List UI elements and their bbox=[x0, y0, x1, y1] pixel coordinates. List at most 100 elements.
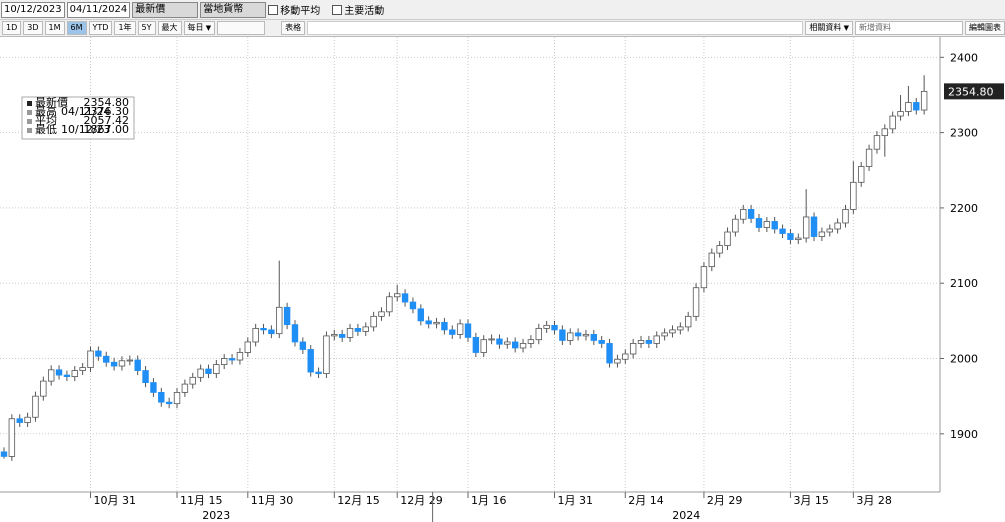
candle-body bbox=[795, 237, 802, 240]
candle-body bbox=[433, 321, 440, 325]
candle-body bbox=[299, 341, 307, 350]
candle-body bbox=[63, 374, 71, 377]
legend-date: 04/11/24 bbox=[61, 105, 110, 118]
candle-body bbox=[787, 233, 794, 240]
candle-body bbox=[394, 293, 401, 298]
period-button[interactable]: 5Y bbox=[137, 21, 156, 35]
candle-body bbox=[810, 216, 818, 237]
candle-body bbox=[873, 135, 881, 150]
candle-body bbox=[150, 382, 157, 393]
x-tick-label: 12月 15 bbox=[337, 494, 380, 507]
period-button[interactable]: 1M bbox=[44, 21, 65, 35]
table-button[interactable]: 表格 bbox=[281, 21, 306, 35]
moving-average[interactable]: 移動平均 bbox=[268, 2, 320, 17]
candle-body bbox=[614, 358, 621, 364]
candle-body bbox=[598, 340, 605, 344]
start-date[interactable]: 10/12/2023 bbox=[1, 1, 65, 18]
candle-body bbox=[700, 266, 708, 289]
candle-body bbox=[606, 343, 613, 364]
period-button[interactable]: 最大 bbox=[157, 21, 182, 35]
candle-body bbox=[622, 353, 629, 360]
frequency[interactable]: 每日 bbox=[183, 21, 216, 35]
period-button[interactable]: 1D bbox=[2, 21, 22, 35]
legend-icon bbox=[27, 101, 32, 106]
y-tick-label: 2100 bbox=[950, 277, 978, 290]
candle-body bbox=[582, 334, 590, 337]
candle-body bbox=[338, 334, 346, 338]
candle-body bbox=[834, 222, 841, 230]
legend-label: 最低 bbox=[35, 123, 57, 136]
toolbar: 10/12/2023 04/11/2024 最新價 當地貨幣 移動平均 主要活動 bbox=[0, 0, 1005, 20]
candle-body bbox=[331, 334, 338, 337]
x-tick-label: 3月 15 bbox=[793, 494, 829, 507]
candle-body bbox=[134, 359, 141, 371]
candle-body bbox=[307, 349, 314, 373]
year-label: 2024 bbox=[672, 509, 700, 522]
candle-body bbox=[260, 327, 267, 331]
candle-body bbox=[16, 418, 23, 423]
candle-body bbox=[677, 326, 684, 331]
edit-chart[interactable]: 編輯圖表 bbox=[965, 21, 1005, 35]
candle-body bbox=[449, 329, 456, 335]
candle-body bbox=[850, 181, 857, 210]
candle-body bbox=[818, 231, 826, 237]
period-button[interactable]: 3D bbox=[23, 21, 43, 35]
candle-body bbox=[32, 395, 39, 418]
last-price-label: 2354.80 bbox=[948, 85, 994, 98]
last-price-tag bbox=[944, 83, 1004, 100]
candle-body bbox=[527, 339, 535, 344]
candle-body bbox=[55, 369, 63, 376]
x-tick-label: 11月 30 bbox=[251, 494, 294, 507]
end-date[interactable]: 04/11/2024 bbox=[66, 1, 131, 18]
candle-body bbox=[0, 451, 8, 457]
candle-body bbox=[40, 380, 47, 397]
candle-body bbox=[118, 360, 126, 367]
x-tick-label: 1月 16 bbox=[471, 494, 507, 507]
add-data[interactable]: 新增資料 bbox=[855, 21, 963, 35]
period-button[interactable]: YTD bbox=[88, 21, 113, 35]
candle-body bbox=[221, 358, 228, 365]
candle-body bbox=[425, 320, 432, 325]
candle-body bbox=[354, 327, 362, 332]
candle-body bbox=[511, 341, 519, 349]
candle-body bbox=[574, 332, 582, 337]
candle-body bbox=[567, 332, 574, 341]
candle-body bbox=[213, 364, 220, 374]
candle-body bbox=[110, 361, 118, 367]
related-data[interactable]: 相關資料 bbox=[805, 21, 853, 35]
candle-body bbox=[889, 115, 896, 130]
candle-body bbox=[378, 311, 385, 317]
candle-body bbox=[779, 228, 786, 234]
period-button[interactable]: 6M bbox=[66, 21, 87, 35]
candle-body bbox=[24, 416, 31, 423]
period-button[interactable]: 1年 bbox=[114, 21, 136, 35]
candle-body bbox=[913, 102, 920, 111]
legend-icon bbox=[27, 128, 32, 133]
candle-body bbox=[417, 308, 425, 322]
x-tick-label: 10月 31 bbox=[94, 494, 137, 507]
candle-body bbox=[724, 231, 731, 246]
candle-body bbox=[771, 221, 778, 230]
candle-body bbox=[716, 245, 723, 254]
candle-body bbox=[268, 329, 275, 335]
plot-area bbox=[0, 37, 940, 522]
y-tick-label: 1900 bbox=[950, 428, 978, 441]
legend-value: 2057.42 bbox=[84, 114, 130, 127]
tool[interactable] bbox=[217, 21, 266, 35]
candle-body bbox=[645, 340, 653, 344]
price-field[interactable]: 最新價 bbox=[132, 1, 199, 18]
candle-body bbox=[79, 367, 86, 371]
candle-body bbox=[747, 209, 755, 219]
candle-body bbox=[142, 370, 149, 384]
candle-body bbox=[692, 287, 700, 317]
candle-body bbox=[842, 209, 849, 224]
key-events[interactable]: 主要活動 bbox=[332, 2, 384, 17]
currency[interactable]: 當地貨幣 bbox=[200, 1, 267, 18]
candle-body bbox=[480, 339, 487, 353]
y-tick-label: 2400 bbox=[950, 51, 978, 64]
chart: 1900 2000 2100 2200 2300 2400 10月 31 11月 15 11月 … bbox=[0, 37, 1004, 522]
candle-body bbox=[441, 321, 448, 331]
candle-body bbox=[653, 335, 660, 344]
